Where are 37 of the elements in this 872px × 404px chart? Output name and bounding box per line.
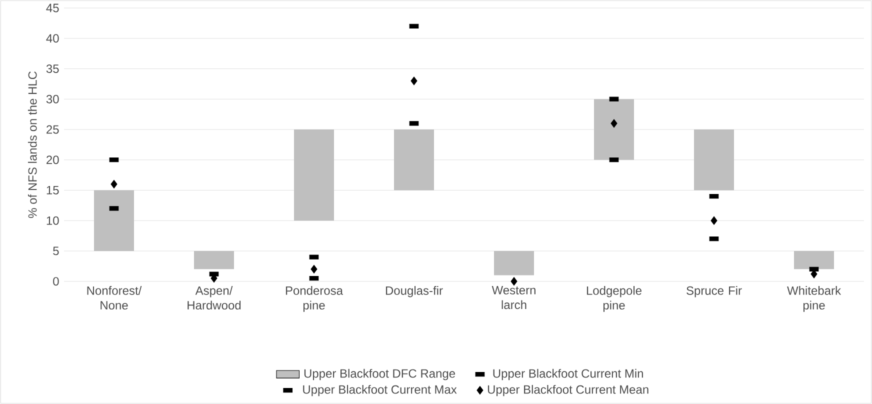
point (110, 180, 118, 188)
point (710, 216, 718, 225)
x-tick-label: Ponderosa pine (286, 286, 344, 312)
point (610, 119, 618, 128)
x-tick-label: Aspen/ Hardwood (188, 286, 241, 310)
x-tick-label: Douglas-fir (386, 286, 443, 298)
bar (794, 250, 834, 270)
x-tick-label: Nonforest/ None (87, 286, 142, 310)
y-tick-label: 40 (46, 34, 59, 43)
legend-label: Upper Blackfoot Current Min (493, 368, 643, 380)
point (510, 277, 518, 286)
point (310, 264, 318, 274)
bar (294, 129, 334, 221)
bar (594, 99, 634, 160)
y-tick-label: 30 (46, 94, 59, 104)
y-tick-label: 25 (46, 125, 59, 134)
y-tick-label: 45 (46, 4, 59, 12)
point (410, 76, 418, 86)
y-tick-label: 5 (53, 246, 59, 256)
y-tick-label: 35 (46, 64, 59, 73)
y-axis-title: % of NFS lands on the HLC (28, 71, 37, 218)
bar (194, 250, 234, 270)
bar (394, 129, 434, 190)
y-tick-label: 15 (46, 186, 59, 194)
legend-label: Upper Blackfoot DFC Range (304, 368, 456, 380)
y-tick-label: 20 (46, 156, 59, 164)
x-tick-label: Whitebark pine (787, 286, 842, 312)
x-tick-label: Western larch (492, 286, 536, 310)
bar (94, 190, 134, 251)
bar (694, 129, 734, 190)
legend-label: Upper Blackfoot Current Mean (488, 384, 648, 396)
bar (494, 250, 534, 276)
x-tick-label: Spruce Fir (686, 286, 742, 298)
y-tick-label: 0 (53, 277, 59, 286)
y-tick-label: 10 (46, 216, 59, 225)
legend-label: Upper Blackfoot Current Max (303, 384, 457, 396)
x-tick-label: Lodgepole pine (586, 286, 642, 312)
